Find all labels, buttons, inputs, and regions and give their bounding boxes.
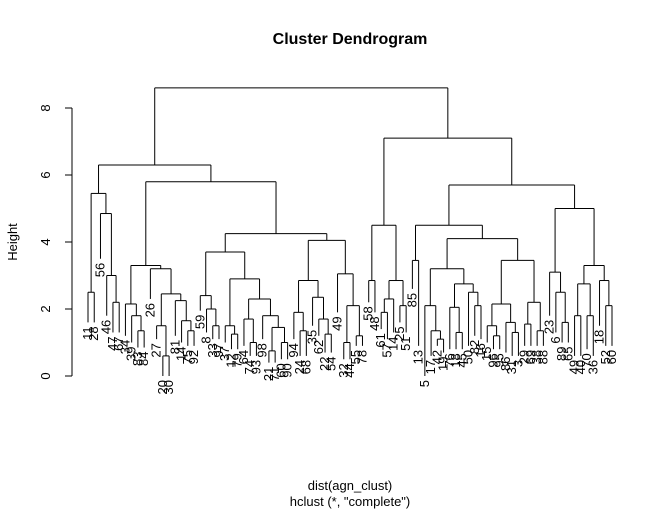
leaf-label: 78	[354, 350, 369, 364]
leaf-label: 60	[273, 363, 288, 377]
leaf-label: 39	[124, 347, 139, 361]
leaf-label: 62	[311, 340, 326, 354]
leaf-label: 24	[292, 360, 307, 374]
leaf-label: 50	[461, 350, 476, 364]
leaf-label: 47	[105, 336, 120, 350]
leaf-label: 92	[186, 350, 201, 364]
leaf-label: 11	[80, 326, 95, 340]
x-axis-label-line-1: dist(agn_clust)	[308, 478, 393, 493]
leaf-label: 12	[223, 353, 238, 367]
leaf-label: 20	[155, 380, 170, 394]
leaf-label: 25	[392, 326, 407, 340]
leaf-label: 18	[448, 353, 463, 367]
leaf-label: 5	[417, 380, 432, 387]
leaf-label: 95	[492, 353, 507, 367]
leaf-label: 70	[579, 353, 594, 367]
leaf-label: 34	[117, 340, 132, 354]
leaf-label: 36	[585, 360, 600, 374]
leaf-label: 52	[598, 350, 613, 364]
leaf-label: 61	[373, 333, 388, 347]
leaf-label: 98	[255, 343, 270, 357]
y-tick-label: 2	[38, 305, 53, 312]
leaf-label: 14	[386, 336, 401, 350]
leaf-label: 83	[130, 352, 145, 366]
leaf-label: 23	[542, 320, 557, 334]
y-tick-label: 6	[38, 171, 53, 178]
leaf-label: 94	[286, 343, 301, 357]
y-axis: 0 2 4 6 8	[38, 104, 73, 380]
x-axis-label-line-2: hclust (*, "complete")	[290, 494, 411, 509]
leaf-label: 15	[479, 347, 494, 361]
leaf-label: 86	[498, 357, 513, 371]
leaf-label: 84	[136, 352, 151, 366]
leaf-label: 68	[298, 360, 313, 374]
y-tick-label: 4	[38, 238, 53, 245]
chart-title: Cluster Dendrogram	[273, 31, 428, 48]
leaf-label: 96	[485, 353, 500, 367]
leaf-label: 97	[211, 343, 226, 357]
leaf-label: 31	[504, 360, 519, 374]
y-axis-label: Height	[5, 223, 20, 261]
leaf-label: 32	[336, 363, 351, 377]
leaf-label: 90	[280, 363, 295, 377]
leaf-label: 44	[342, 363, 357, 377]
leaf-label: 49	[330, 316, 345, 330]
leaf-label: 27	[149, 343, 164, 357]
leaf-label: 8	[199, 336, 214, 343]
leaf-label: 57	[379, 343, 394, 357]
leaf-label: 16	[473, 343, 488, 357]
leaf-label: 19	[436, 357, 451, 371]
leaf-label: 74	[242, 360, 257, 374]
leaf-label: 60	[604, 350, 619, 364]
leaf-label: 18	[592, 330, 607, 344]
leaf-label: 54	[323, 357, 338, 371]
leaf-label: 64	[236, 350, 251, 364]
leaf-label: 75	[180, 350, 195, 364]
leaf-label: 48	[367, 316, 382, 330]
leaf-label: 93	[248, 360, 263, 374]
leaf-label: 76	[442, 353, 457, 367]
y-tick-label: 0	[38, 372, 53, 379]
leaf-label: 79	[230, 353, 245, 367]
leaf-label: 65	[560, 347, 575, 361]
leaf-label: 13	[411, 350, 426, 364]
leaf-label: 58	[361, 306, 376, 320]
leaf-label: 22	[317, 357, 332, 371]
leaf-label: 81	[167, 340, 182, 354]
leaf-label: 28	[86, 326, 101, 340]
leaf-label: 67	[111, 336, 126, 350]
leaf-label: 46	[99, 320, 114, 334]
leaf-label: 59	[192, 315, 207, 329]
leaf-label: 49	[567, 360, 582, 374]
leaf-label: 30	[161, 380, 176, 394]
leaf-label: 71	[267, 367, 282, 381]
leaf-label: 17	[423, 360, 438, 374]
leaf-label: 38	[529, 350, 544, 364]
leaf-label: 85	[404, 293, 419, 307]
dendrogram-links	[87, 87, 613, 376]
leaf-label: 88	[535, 350, 550, 364]
leaf-label: 40	[573, 360, 588, 374]
leaf-label: 89	[554, 347, 569, 361]
y-tick-label: 8	[38, 104, 53, 111]
leaf-label: 69	[523, 350, 538, 364]
leaf-label: 55	[348, 350, 363, 364]
leaf-labels: 1128564647673439838426272030811475925983…	[80, 263, 619, 395]
leaf-label: 6	[548, 336, 563, 343]
leaf-label: 51	[398, 336, 413, 350]
leaf-label: 37	[217, 347, 232, 361]
leaf-label: 3	[510, 360, 525, 367]
leaf-label: 35	[305, 330, 320, 344]
leaf-label: 42	[429, 350, 444, 364]
leaf-label: 21	[261, 367, 276, 381]
leaf-label: 82	[467, 340, 482, 354]
leaf-label: 14	[174, 347, 189, 361]
leaf-label: 45	[454, 353, 469, 367]
leaf-label: 56	[92, 263, 107, 277]
leaf-label: 33	[205, 343, 220, 357]
leaf-label: 26	[142, 303, 157, 317]
leaf-label: 29	[517, 350, 532, 364]
